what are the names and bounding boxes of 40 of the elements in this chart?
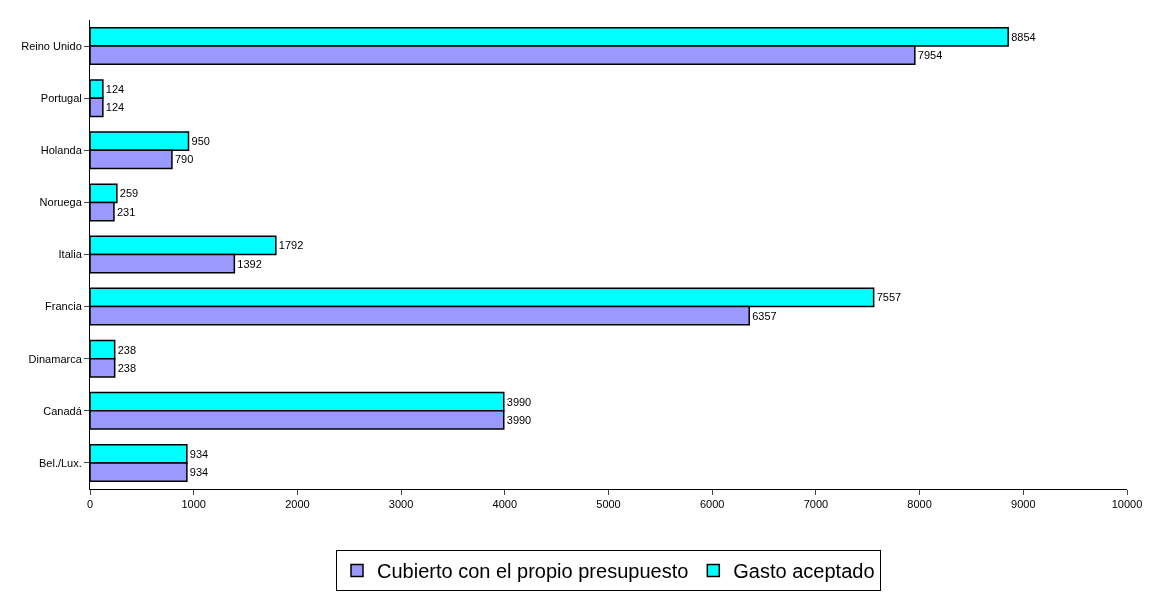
- data-label: 124: [105, 101, 125, 114]
- x-tick-label: 2000: [285, 498, 310, 511]
- data-label: 934: [189, 466, 209, 479]
- data-label: 6357: [752, 309, 777, 322]
- y-tick-label: Reino Unido: [21, 39, 82, 52]
- x-tick-label: 6000: [699, 498, 725, 511]
- y-tick-label: Francia: [45, 300, 83, 313]
- x-tick-label: 9000: [1011, 498, 1036, 511]
- data-label: 1392: [237, 257, 262, 270]
- legend-label: Gasto aceptado: [733, 560, 875, 583]
- data-label: 934: [189, 447, 209, 460]
- data-label: 124: [105, 83, 125, 96]
- x-tick-label: 5000: [596, 498, 621, 511]
- y-tick-label: Dinamarca: [28, 352, 83, 365]
- y-tick-label: Canadá: [43, 404, 83, 417]
- data-label: 3990: [506, 395, 532, 408]
- data-label: 259: [119, 187, 139, 200]
- data-label: 231: [116, 205, 136, 218]
- x-tick-label: 7000: [803, 498, 829, 511]
- x-tick-label: 3000: [388, 498, 414, 511]
- y-tick-label: Holanda: [40, 144, 83, 157]
- data-label: 950: [191, 135, 210, 148]
- data-label: 238: [117, 343, 137, 356]
- data-label: 238: [117, 361, 137, 374]
- data-label: 7557: [876, 291, 902, 304]
- x-tick-label: 0: [86, 498, 94, 511]
- x-tick-label: 4000: [492, 498, 518, 511]
- y-tick-label: Noruega: [39, 196, 83, 209]
- y-tick-label: Bel./Lux.: [38, 456, 82, 469]
- x-tick-label: 8000: [907, 498, 932, 511]
- y-tick-label: Portugal: [40, 92, 82, 105]
- legend-label: Cubierto con el propio presupuesto: [377, 560, 689, 583]
- data-label: 7954: [917, 49, 943, 62]
- y-tick-label: Italia: [58, 248, 83, 261]
- x-tick-label: 1000: [181, 498, 206, 511]
- data-label: 790: [174, 153, 194, 166]
- x-tick-label: 10000: [1111, 498, 1143, 511]
- data-label: 8854: [1011, 30, 1036, 43]
- data-label: 3990: [506, 413, 532, 426]
- data-label: 1792: [278, 239, 304, 252]
